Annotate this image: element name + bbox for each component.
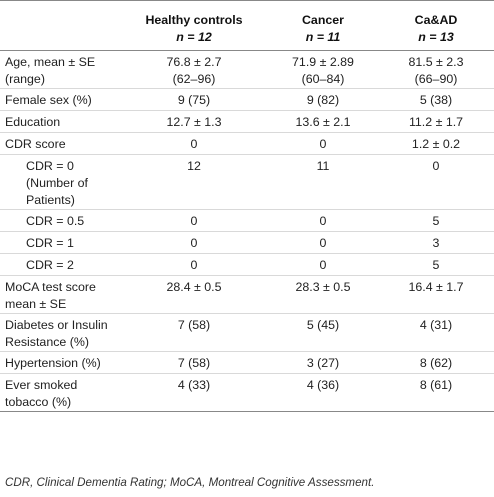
cell-value: 8 (61) — [378, 373, 494, 412]
cell-value: 3 (27) — [268, 351, 378, 374]
cell-value: 9 (75) — [120, 88, 268, 111]
header-healthy-controls: Healthy controls n = 12 — [120, 0, 268, 51]
cell-value: 11.2 ± 1.7 — [378, 110, 494, 133]
cell-value: 81.5 ± 2.3 (66–90) — [378, 50, 494, 89]
row-label: CDR = 0.5 — [0, 209, 120, 232]
cell-value: 7 (58) — [120, 313, 268, 352]
table-row: Diabetes or Insulin Resistance (%) 7 (58)… — [0, 313, 494, 352]
row-label: CDR = 2 — [0, 253, 120, 276]
header-empty — [0, 0, 120, 51]
header-cancer: Cancer n = 11 — [268, 0, 378, 51]
header-n-cancer: n = 11 — [305, 30, 341, 44]
row-label: Diabetes or Insulin Resistance (%) — [0, 313, 120, 352]
table-row: CDR = 0 (Number of Patients) 12 11 0 — [0, 154, 494, 210]
cell-value: 5 — [378, 253, 494, 276]
cell-value: 1.2 ± 0.2 — [378, 132, 494, 155]
table-row: CDR = 2 0 0 5 — [0, 253, 494, 276]
cell-value: 5 — [378, 209, 494, 232]
table-row: Female sex (%) 9 (75) 9 (82) 5 (38) — [0, 88, 494, 111]
table-footnote: CDR, Clinical Dementia Rating; MoCA, Mon… — [5, 476, 375, 489]
cell-value: 16.4 ± 1.7 — [378, 275, 494, 314]
header-n-ca-ad: n = 13 — [418, 30, 454, 44]
cell-value: 9 (82) — [268, 88, 378, 111]
cell-value: 12 — [120, 154, 268, 210]
cell-value: 5 (45) — [268, 313, 378, 352]
demographics-table: Healthy controls n = 12 Cancer n = 11 Ca… — [0, 0, 494, 412]
cell-value: 0 — [268, 209, 378, 232]
cell-value: 0 — [268, 132, 378, 155]
table-row: CDR = 0.5 0 0 5 — [0, 209, 494, 232]
cell-value: 76.8 ± 2.7 (62–96) — [120, 50, 268, 89]
row-label: CDR score — [0, 132, 120, 155]
table-header-row: Healthy controls n = 12 Cancer n = 11 Ca… — [0, 0, 494, 51]
cell-value: 12.7 ± 1.3 — [120, 110, 268, 133]
cell-value: 5 (38) — [378, 88, 494, 111]
row-label: CDR = 0 (Number of Patients) — [0, 154, 120, 210]
row-label: Female sex (%) — [0, 88, 120, 111]
table-row: Ever smoked tobacco (%) 4 (33) 4 (36) 8 (… — [0, 373, 494, 412]
cell-value: 0 — [120, 253, 268, 276]
table-row: Hypertension (%) 7 (58) 3 (27) 8 (62) — [0, 351, 494, 374]
cell-value: 11 — [268, 154, 378, 210]
cell-value: 3 — [378, 231, 494, 254]
cell-value: 0 — [268, 253, 378, 276]
table-row: Education 12.7 ± 1.3 13.6 ± 2.1 11.2 ± 1… — [0, 110, 494, 133]
row-label: Ever smoked tobacco (%) — [0, 373, 120, 412]
cell-value: 28.3 ± 0.5 — [268, 275, 378, 314]
cell-value: 71.9 ± 2.89 (60–84) — [268, 50, 378, 89]
row-label: CDR = 1 — [0, 231, 120, 254]
cell-value: 4 (31) — [378, 313, 494, 352]
header-ca-ad: Ca&AD n = 13 — [378, 0, 494, 51]
cell-value: 4 (36) — [268, 373, 378, 412]
row-label: Hypertension (%) — [0, 351, 120, 374]
cell-value: 4 (33) — [120, 373, 268, 412]
cell-value: 13.6 ± 2.1 — [268, 110, 378, 133]
cell-value: 7 (58) — [120, 351, 268, 374]
table-row: Age, mean ± SE (range) 76.8 ± 2.7 (62–96) … — [0, 50, 494, 89]
table-row: MoCA test score mean ± SE 28.4 ± 0.5 28.3… — [0, 275, 494, 314]
header-n-healthy: n = 12 — [176, 30, 212, 44]
cell-value: 0 — [268, 231, 378, 254]
table-row: CDR = 1 0 0 3 — [0, 231, 494, 254]
row-label: MoCA test score mean ± SE — [0, 275, 120, 314]
cell-value: 8 (62) — [378, 351, 494, 374]
cell-value: 0 — [120, 231, 268, 254]
row-label: Age, mean ± SE (range) — [0, 50, 120, 89]
cell-value: 28.4 ± 0.5 — [120, 275, 268, 314]
row-label: Education — [0, 110, 120, 133]
cell-value: 0 — [120, 132, 268, 155]
table-row: CDR score 0 0 1.2 ± 0.2 — [0, 132, 494, 155]
cell-value: 0 — [378, 154, 494, 210]
cell-value: 0 — [120, 209, 268, 232]
